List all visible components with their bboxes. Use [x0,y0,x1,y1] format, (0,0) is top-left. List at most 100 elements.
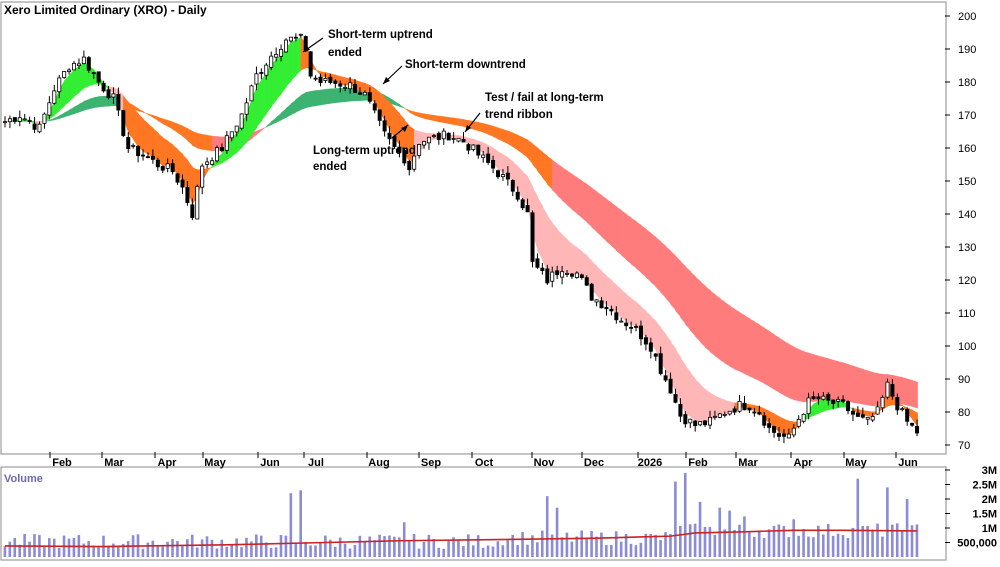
price-y-tick-label: 110 [958,308,976,320]
volume-bar [763,538,766,557]
candle-body [630,327,633,328]
candle-body [349,83,352,89]
long-term-ribbon-segment [745,316,751,377]
candle-body [63,72,66,78]
candle-body [141,155,144,156]
candle-body [67,70,70,72]
price-y-tick-label: 170 [958,110,976,122]
long-term-ribbon-segment [89,98,95,109]
volume-bar [911,525,914,557]
volume-y-tick-label: 2M [982,494,997,506]
volume-bar [487,546,490,557]
volume-bar [477,535,480,557]
volume-bar [161,547,164,557]
volume-bar [147,543,150,557]
volume-bar [378,535,381,557]
volume-bar [171,539,174,557]
candle-body [117,94,120,110]
volume-bar [457,539,460,557]
candle-body [768,424,771,428]
short-term-ribbon-segment [64,75,70,106]
long-term-ribbon-segment [873,372,879,406]
candle-body [48,103,51,115]
volume-bar [225,547,228,557]
candle-body [196,186,199,219]
long-term-ribbon-segment [473,121,479,131]
candle-body [329,77,332,82]
volume-bar [787,537,790,557]
volume-bar [324,536,327,557]
volume-bar [462,546,465,557]
candle-body [413,156,416,169]
long-term-ribbon-segment [562,167,568,205]
volume-bar [408,541,411,557]
candle-body [565,273,568,274]
volume-bar [714,535,717,557]
long-term-ribbon-segment [330,88,336,103]
candle-body [837,399,840,401]
long-term-ribbon-segment [641,225,647,277]
volume-bar [211,540,214,557]
long-term-ribbon-segment [868,371,874,406]
volume-bar [201,539,204,557]
candle-body [733,409,736,412]
candle-body [743,403,746,410]
short-term-ribbon-segment [138,114,144,152]
long-term-ribbon-segment [680,261,686,324]
volume-bar [359,536,362,557]
candle-body [87,58,90,71]
volume-bar [699,502,702,557]
volume-bar [546,496,549,557]
short-term-ribbon-segment [577,248,583,276]
long-term-ribbon-segment [636,222,642,273]
candle-body [703,421,706,425]
volume-bar [748,533,751,557]
candle-body [664,376,667,380]
candle-body [127,137,130,148]
candle-body [210,161,213,165]
x-tick-label: May [204,457,226,469]
long-term-ribbon-segment [597,192,603,237]
long-term-ribbon-segment [611,203,617,251]
candle-body [689,419,692,423]
volume-bar [497,541,500,557]
volume-bar [13,538,16,557]
long-term-ribbon-segment [675,256,681,317]
candle-body [418,144,421,155]
candle-body [669,379,672,393]
price-y-tick-label: 80 [958,407,970,419]
volume-bar [871,530,874,557]
volume-bar [590,531,593,557]
candle-body [97,72,100,82]
long-term-ribbon-segment [621,210,627,259]
long-term-ribbon-segment [306,91,312,107]
volume-bar [669,534,672,557]
volume-bar [437,548,440,557]
candle-body [383,121,386,131]
volume-bar [255,534,258,557]
x-tick-label: Feb [688,457,708,469]
short-term-ribbon-segment [690,373,696,422]
candle-body [191,205,194,218]
volume-bar [388,535,391,557]
candle-body [674,395,677,403]
long-term-ribbon-segment [99,96,105,107]
candle-body [33,124,36,129]
volume-bar [260,536,263,557]
short-term-ribbon-segment [79,62,85,93]
long-term-ribbon-segment [429,115,435,121]
long-term-ribbon-segment [192,131,198,148]
candle-body [146,157,149,158]
candle-body [639,326,642,339]
short-term-ribbon-segment [626,294,632,325]
candle-body [491,160,494,168]
candle-body [487,154,490,162]
long-term-ribbon-segment [592,188,598,232]
volume-bar [566,533,569,557]
volume-bar [654,535,657,557]
short-term-ribbon-segment [562,235,568,273]
volume-bar [758,532,761,557]
candle-body [334,81,337,83]
volume-bar [679,526,682,557]
long-term-ribbon-segment [587,184,593,227]
